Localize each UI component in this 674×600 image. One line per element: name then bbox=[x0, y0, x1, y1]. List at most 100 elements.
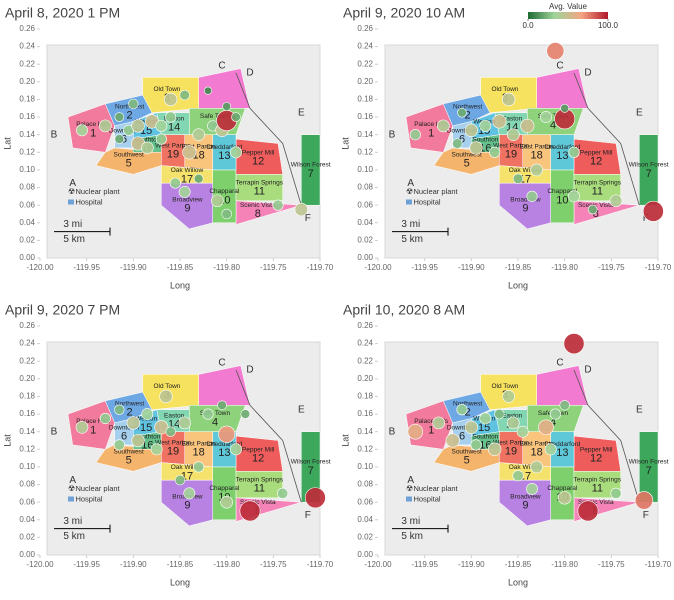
river bbox=[235, 72, 302, 206]
district-name: Scenic Vista bbox=[240, 202, 276, 209]
x-tick-label: -119.80 bbox=[551, 263, 578, 272]
river bbox=[573, 369, 640, 503]
sensor-reading bbox=[174, 474, 186, 486]
map-letter: E bbox=[636, 404, 643, 415]
y-tick-label: 0.04 bbox=[19, 515, 35, 524]
district-number: 7 bbox=[308, 465, 314, 477]
map-letter: D bbox=[246, 365, 253, 376]
x-tick-label: -119.80 bbox=[213, 560, 240, 569]
sensor-reading bbox=[131, 119, 145, 133]
y-tick-label: 0.12 bbox=[19, 444, 35, 453]
y-tick-label: 0.20 bbox=[19, 374, 35, 383]
district-number: 2 bbox=[465, 407, 471, 419]
district-number: 1 bbox=[428, 127, 434, 139]
map-letter: F bbox=[643, 510, 649, 521]
x-tick-label: -120.00 bbox=[364, 560, 392, 569]
district-name: Easton bbox=[502, 412, 523, 419]
district-name: Pepper Mill bbox=[580, 150, 613, 157]
y-tick-label: 0.26 bbox=[19, 321, 35, 330]
district-name: Scenic Vista bbox=[240, 499, 276, 506]
y-tick-label: 0.04 bbox=[357, 218, 373, 227]
sensor-reading bbox=[193, 173, 204, 184]
map-letter: F bbox=[305, 213, 311, 224]
district-number: 4 bbox=[212, 416, 218, 428]
y-tick-label: 0.26 bbox=[357, 24, 373, 33]
sensor-reading bbox=[516, 425, 529, 438]
y-tick-label: 0.08 bbox=[19, 480, 35, 489]
x-tick-label: -120.00 bbox=[26, 263, 54, 272]
map-letter: D bbox=[584, 365, 591, 376]
district-name: Downtown bbox=[447, 425, 478, 432]
hospital-icon bbox=[68, 199, 74, 205]
x-tick-label: -119.75 bbox=[260, 263, 287, 272]
sensor-reading bbox=[546, 42, 565, 60]
sensor-reading bbox=[178, 416, 191, 430]
district-name: East Parton bbox=[520, 440, 554, 447]
sensor-reading bbox=[99, 412, 111, 425]
y-tick-label: 0.08 bbox=[357, 480, 373, 489]
y-tick-label: 0.22 bbox=[19, 356, 35, 365]
district-name: Cheddarford bbox=[544, 441, 581, 448]
district-number: 9 bbox=[522, 500, 528, 512]
district-number: 19 bbox=[505, 148, 517, 160]
legend-ramp bbox=[528, 12, 608, 19]
hospital-icon bbox=[68, 496, 74, 502]
district-name: Southwest bbox=[451, 448, 482, 455]
sensor-reading bbox=[163, 92, 178, 107]
y-tick-label: 0.26 bbox=[19, 24, 35, 33]
district-name: Cheddarford bbox=[544, 144, 581, 151]
y-tick-label: 0.18 bbox=[19, 392, 35, 401]
district-name: Wilson Forest bbox=[629, 459, 669, 466]
sensor-reading bbox=[464, 420, 479, 434]
legend-label: 100.0 bbox=[598, 21, 619, 30]
sensor-reading bbox=[469, 141, 483, 155]
river bbox=[573, 72, 640, 206]
y-tick-label: 0.14 bbox=[357, 427, 373, 436]
panel-title: April 10, 2020 8 AM bbox=[343, 302, 465, 318]
y-tick-label: 0.02 bbox=[19, 235, 35, 244]
district-name: Southton bbox=[472, 136, 498, 143]
district-name: Old Town bbox=[491, 383, 518, 390]
sensor-reading bbox=[114, 404, 125, 415]
district-number: 18 bbox=[531, 150, 543, 162]
sensor-reading bbox=[609, 194, 623, 208]
sensor-reading bbox=[507, 416, 520, 430]
y-tick-label: 0.16 bbox=[357, 112, 373, 121]
y-tick-label: 0.20 bbox=[357, 77, 373, 86]
y-axis-label: Lat bbox=[340, 137, 350, 150]
district-name: Palace Hills bbox=[414, 121, 449, 128]
y-tick-label: 0.04 bbox=[19, 218, 35, 227]
district-name: Broadview bbox=[510, 493, 541, 500]
y-tick-label: 0.12 bbox=[357, 444, 373, 453]
district-name: Cheddarford bbox=[206, 441, 243, 448]
map-letter: E bbox=[298, 404, 305, 415]
y-tick-label: 0.08 bbox=[357, 183, 373, 192]
sensor-reading bbox=[489, 146, 501, 158]
sensor-reading bbox=[131, 433, 145, 448]
district-name: Wilson Forest bbox=[629, 162, 669, 169]
district-name: East Parton bbox=[182, 440, 216, 447]
y-axis-label: Lat bbox=[340, 434, 350, 447]
y-tick-label: 0.14 bbox=[357, 130, 373, 139]
x-tick-label: -119.85 bbox=[167, 263, 194, 272]
district-name: Terrapin Springs bbox=[574, 476, 622, 483]
district-number: 2 bbox=[127, 110, 133, 122]
district-number: 18 bbox=[531, 447, 543, 459]
sensor-reading bbox=[272, 199, 284, 211]
sensor-reading bbox=[487, 442, 502, 456]
y-tick-label: 0.24 bbox=[357, 42, 373, 51]
district-name: West Parton bbox=[155, 439, 191, 446]
district-name: West Parton bbox=[155, 142, 191, 149]
district-name: Easton bbox=[164, 412, 185, 419]
map-letter: C bbox=[556, 358, 563, 369]
sensor-reading bbox=[114, 112, 125, 122]
y-tick-label: 0.12 bbox=[19, 147, 35, 156]
district-name: Chapparal bbox=[209, 188, 240, 195]
district-name: Pepper Mill bbox=[242, 150, 275, 157]
y-tick-label: 0.06 bbox=[357, 200, 373, 209]
y-tick-label: 0.22 bbox=[19, 59, 35, 68]
y-tick-label: 0.00 bbox=[357, 550, 373, 559]
district-name: Terrapin Springs bbox=[236, 179, 284, 186]
sensor-reading bbox=[407, 423, 424, 440]
district-name: Broadview bbox=[172, 196, 203, 203]
